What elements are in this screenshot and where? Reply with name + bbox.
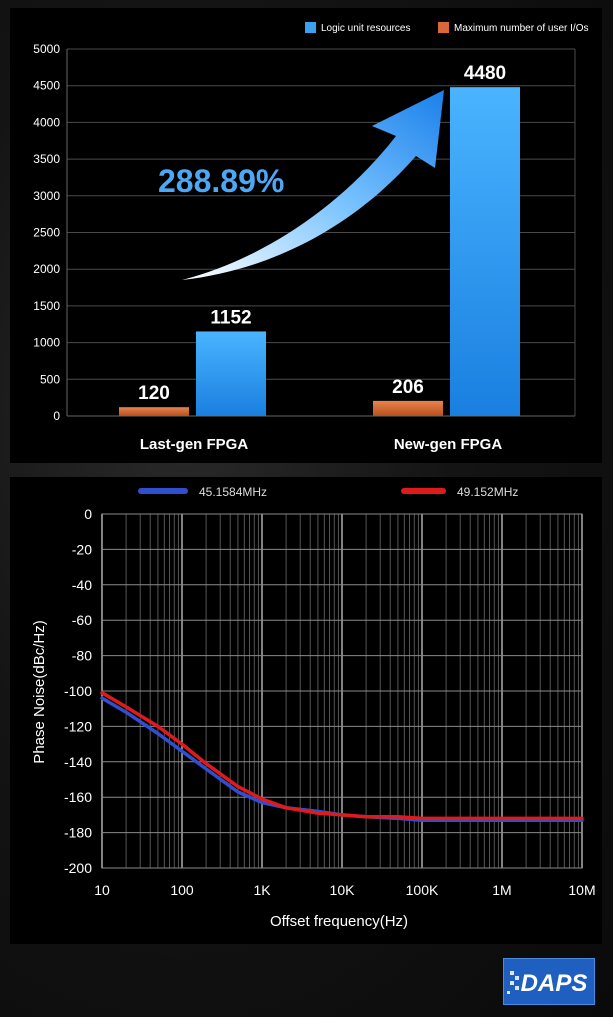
y-tick-label: -20 (72, 541, 92, 557)
x-tick-label: 100 (170, 882, 194, 898)
series-line-49-152mhz (100, 691, 584, 821)
y-tick-label: 1000 (33, 336, 60, 350)
y-tick-label: 3500 (33, 152, 60, 166)
phase-noise-chart: 10 100 1K 10K 100K 1M 10M 0 -20 -40 -60 -80 -100 -120… (31, 485, 596, 930)
bar-value-label: 4480 (464, 63, 506, 84)
y-tick-label: 2000 (33, 262, 60, 276)
x-axis-label: Offset frequency(Hz) (270, 913, 408, 930)
x-tick-label: 10M (568, 882, 595, 898)
y-tick-label: -120 (64, 718, 92, 734)
bar-value-label: 1152 (210, 307, 251, 328)
y-tick-label: 4000 (33, 115, 60, 129)
daps-logo-mark: DAPS (507, 970, 588, 997)
y-tick-label: 3000 (33, 189, 60, 203)
bar-chart: 0 500 1000 1500 2000 2500 3000 3500 4000 4500 5000… (33, 22, 588, 453)
y-tick-label: -100 (64, 683, 92, 699)
y-tick-label: -140 (64, 754, 92, 770)
legend-label-user-io: Maximum number of user I/Os (454, 23, 588, 34)
y-tick-label: -180 (64, 825, 92, 841)
logo-text: DAPS (521, 970, 588, 997)
bar-logic-unit (450, 87, 520, 416)
y-tick-label: 500 (40, 372, 60, 386)
phase-noise-chart-panel: 10 100 1K 10K 100K 1M 10M 0 -20 -40 -60 -80 -100 -120… (10, 477, 602, 944)
bar-user-io (119, 407, 189, 416)
x-tick-label: 10K (330, 882, 356, 898)
x-tick-label: 100K (406, 882, 439, 898)
y-tick-label: 4500 (33, 79, 60, 93)
y-tick-label: 0 (84, 506, 92, 522)
growth-arrow (182, 90, 444, 280)
y-tick-label: 1500 (33, 299, 60, 313)
legend-label-45-1584mhz: 45.1584MHz (199, 485, 267, 499)
y-tick-label: -80 (72, 648, 92, 664)
y-axis-label: Phase Noise(dBc/Hz) (31, 620, 48, 763)
daps-logo: DAPS (503, 958, 595, 1005)
legend-swatch-logic-unit (305, 22, 316, 33)
bar-value-label: 120 (138, 383, 170, 404)
y-tick-label: -40 (72, 577, 92, 593)
legend-swatch-user-io (438, 22, 449, 33)
y-tick-label: -60 (72, 612, 92, 628)
x-category-label: New-gen FPGA (394, 436, 503, 453)
bar-user-io (373, 400, 443, 416)
y-tick-label: 5000 (33, 42, 60, 56)
x-tick-label: 1M (492, 882, 511, 898)
bar-logic-unit (196, 331, 266, 416)
x-tick-label: 1K (253, 882, 271, 898)
x-tick-label: 10 (94, 882, 110, 898)
growth-annotation: 288.89% (158, 163, 284, 199)
bar-chart-panel: 0 500 1000 1500 2000 2500 3000 3500 4000 4500 5000… (10, 8, 602, 463)
legend-label-logic-unit: Logic unit resources (321, 23, 411, 34)
y-tick-label: 2500 (33, 226, 60, 240)
bar-value-label: 206 (392, 377, 424, 398)
y-tick-label: 0 (53, 409, 60, 423)
y-tick-label: -160 (64, 789, 92, 805)
legend-label-49-152mhz: 49.152MHz (457, 485, 518, 499)
x-category-label: Last-gen FPGA (140, 436, 249, 453)
y-tick-label: -200 (64, 860, 92, 876)
